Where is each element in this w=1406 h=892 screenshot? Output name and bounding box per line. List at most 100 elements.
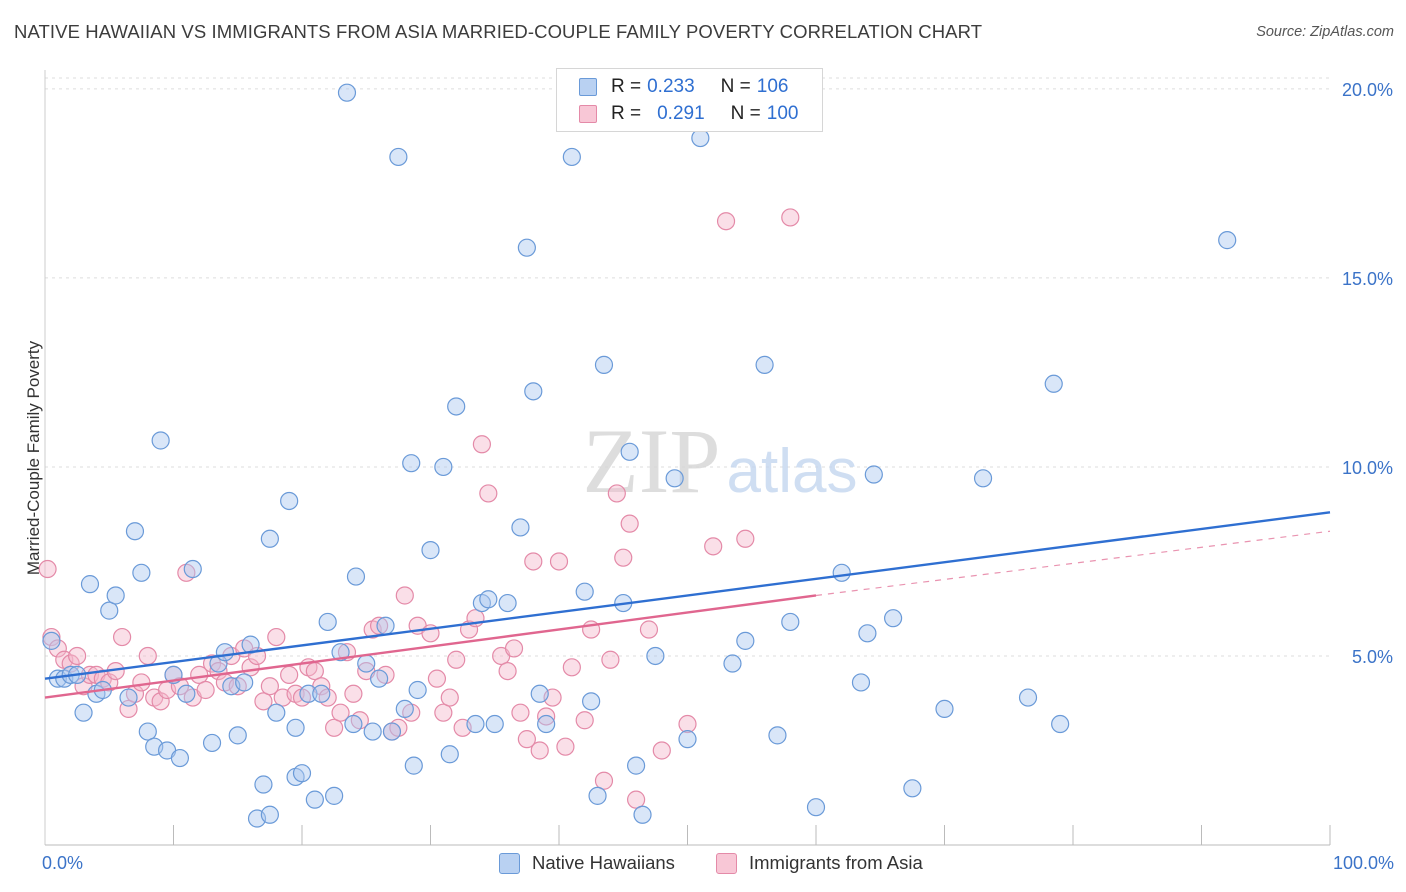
immigrants-from-asia-point <box>260 677 279 696</box>
native-hawaiians-point <box>851 673 871 692</box>
native-hawaiians-point <box>132 563 151 582</box>
native-hawaiians-point <box>106 586 125 605</box>
native-hawaiians-point <box>1044 374 1063 393</box>
native-hawaiians-point <box>382 722 402 741</box>
native-hawaiians-point <box>582 692 601 711</box>
immigrants-from-asia-point <box>504 639 524 658</box>
series-swatch-blue <box>499 852 520 874</box>
native-hawaiians-point <box>318 612 337 632</box>
native-hawaiians-point <box>312 684 331 703</box>
watermark: ZIPatlas <box>583 410 858 512</box>
native-hawaiians-point <box>346 567 366 586</box>
native-hawaiians-point <box>177 684 196 703</box>
native-hawaiians-point <box>325 786 344 805</box>
immigrants-from-asia-point <box>151 692 170 711</box>
y-tick-label: 5.0% <box>1352 647 1393 667</box>
native-hawaiians-point <box>466 714 485 734</box>
immigrants-from-asia-trend-line <box>44 594 817 699</box>
native-hawaiians-point <box>408 680 427 700</box>
native-hawaiians-point <box>806 798 826 817</box>
immigrants-from-asia-point <box>395 586 414 605</box>
immigrants-from-asia-point <box>440 688 459 707</box>
native-hawaiians-point <box>74 703 93 722</box>
immigrants-from-asia-point <box>556 737 575 756</box>
native-hawaiians-point <box>395 699 414 719</box>
native-hawaiians-point <box>1018 688 1038 707</box>
native-hawaiians-point <box>286 718 305 737</box>
native-hawaiians-point <box>119 688 138 707</box>
native-hawaiians-point <box>267 703 286 722</box>
native-hawaiians-point <box>260 529 279 548</box>
native-hawaiians-point <box>620 442 639 461</box>
legend-n-value: 100 <box>766 103 799 124</box>
native-hawaiians-point <box>344 714 363 734</box>
immigrants-from-asia-point <box>620 514 639 533</box>
legend-swatch-blue <box>579 78 597 96</box>
immigrants-from-asia-point <box>280 665 299 684</box>
immigrants-from-asia-point <box>331 703 350 722</box>
native-hawaiians-point <box>832 563 851 582</box>
x-tick-label-max: 100.0% <box>1332 853 1394 873</box>
immigrants-from-asia-point <box>537 707 556 726</box>
native-hawaiians-point <box>280 491 299 511</box>
legend-row-immigrants-from-asia: R = 0.291 N = 100 <box>579 103 798 125</box>
legend-r-label: R = <box>611 103 642 124</box>
immigrants-from-asia-point <box>344 684 363 703</box>
immigrants-from-asia-point <box>639 620 659 639</box>
native-hawaiians-point <box>517 238 536 257</box>
series-legend-native-hawaiians: Native Hawaiians <box>499 852 675 874</box>
native-hawaiians-point <box>215 643 234 662</box>
native-hawaiians-point <box>170 748 190 768</box>
chart-title: NATIVE HAWAIIAN VS IMMIGRANTS FROM ASIA … <box>14 21 983 42</box>
x-tick-label-min: 0.0% <box>42 853 84 873</box>
immigrants-from-asia-point <box>100 673 119 692</box>
native-hawaiians-point <box>665 469 684 488</box>
native-hawaiians-point <box>588 786 607 805</box>
native-hawaiians-point <box>973 469 993 488</box>
native-hawaiians-point <box>202 733 222 753</box>
y-axis-title: Married-Couple Family Poverty <box>24 340 43 576</box>
trend-lines <box>44 511 1331 699</box>
native-hawaiians-point <box>935 699 954 719</box>
immigrants-from-asia-point <box>530 741 549 760</box>
native-hawaiians-point <box>723 654 742 673</box>
native-hawaiians-point <box>434 457 453 477</box>
immigrants-from-asia-point <box>607 484 626 503</box>
native-hawaiians-point <box>80 575 100 594</box>
native-hawaiians-point <box>562 147 581 167</box>
immigrants-from-asia-point <box>716 212 736 231</box>
immigrants-from-asia-point <box>447 650 466 669</box>
series-name: Native Hawaiians <box>532 852 675 873</box>
data-points <box>38 83 1237 828</box>
immigrants-from-asia-point <box>704 537 723 556</box>
immigrants-from-asia-point <box>267 627 286 647</box>
immigrants-from-asia-point <box>562 658 581 677</box>
immigrants-from-asia-point <box>112 627 132 647</box>
immigrants-from-asia-point <box>498 661 517 681</box>
native-hawaiians-point <box>781 612 800 632</box>
immigrants-from-asia-point <box>626 790 646 809</box>
legend-n-label: N = <box>730 103 761 124</box>
series-name: Immigrants from Asia <box>749 852 923 873</box>
legend-row-native-hawaiians: R = 0.233 N = 106 <box>579 76 788 98</box>
immigrants-from-asia-point <box>427 669 447 688</box>
native-hawaiians-point <box>228 726 247 745</box>
immigrants-from-asia-point <box>601 650 620 669</box>
native-hawaiians-point <box>594 355 614 374</box>
native-hawaiians-point <box>646 646 665 666</box>
native-hawaiians-point <box>883 609 903 628</box>
native-hawaiians-point <box>691 128 710 148</box>
immigrants-from-asia-point <box>68 646 87 666</box>
grid-lines <box>45 77 1330 657</box>
immigrants-from-asia-point <box>48 639 67 658</box>
immigrants-from-asia-point <box>511 703 530 722</box>
correlation-legend: R = 0.233 N = 106 R = 0.291 N = 100 <box>556 68 823 132</box>
immigrants-from-asia-point <box>138 646 157 666</box>
immigrants-from-asia-point <box>517 730 536 749</box>
native-hawaiians-point <box>447 397 466 416</box>
immigrants-from-asia-point <box>305 661 324 681</box>
immigrants-from-asia-point <box>594 771 614 790</box>
native-hawaiians-point <box>479 590 498 609</box>
axes <box>44 70 1331 846</box>
